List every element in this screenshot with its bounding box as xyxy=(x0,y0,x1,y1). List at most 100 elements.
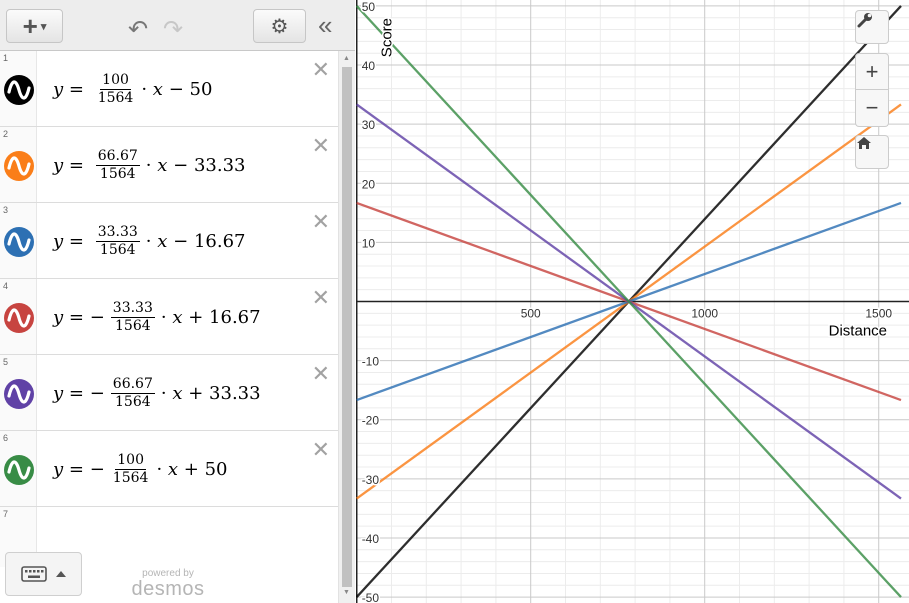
default-view-button[interactable] xyxy=(855,135,889,169)
wave-icon xyxy=(7,156,31,176)
expression-tab[interactable]: 5 xyxy=(0,355,37,430)
caret-up-icon xyxy=(55,571,66,577)
delete-expression-icon[interactable]: ✕ xyxy=(311,57,330,82)
expression-tab[interactable]: 4 xyxy=(0,279,37,354)
intercept-term: − 16.67 xyxy=(173,230,246,252)
equation-x: x xyxy=(157,230,168,252)
add-item-button[interactable]: + ▾ xyxy=(6,9,63,43)
expression-index: 6 xyxy=(3,433,9,443)
delete-expression-icon[interactable]: ✕ xyxy=(311,209,330,234)
equals-sign: = xyxy=(63,458,90,480)
y-tick-label: -50 xyxy=(362,591,380,603)
slope-sign: − xyxy=(89,382,105,404)
y-tick-label: 30 xyxy=(362,118,376,132)
multiply-dot: · xyxy=(145,154,158,176)
expression-row[interactable]: 5 y = −66.67 1564 · x + 33.33 ✕ xyxy=(0,355,338,431)
expression-input[interactable]: y = 100 1564 · x − 50 xyxy=(53,69,212,109)
settings-button[interactable]: ⚙ xyxy=(253,9,306,43)
expression-row[interactable]: 3 y = 33.33 1564 · x − 16.67 ✕ xyxy=(0,203,338,279)
fraction-numerator: 33.33 xyxy=(95,223,140,242)
fraction-denominator: 1564 xyxy=(99,241,136,258)
zoom-in-button[interactable]: + xyxy=(855,53,889,90)
expression-row[interactable]: 1 y = 100 1564 · x − 50 ✕ xyxy=(0,51,338,127)
equals-sign: = xyxy=(63,306,90,328)
expression-tab[interactable]: 1 xyxy=(0,51,37,126)
scrollbar-thumb[interactable] xyxy=(342,67,352,587)
expression-tab[interactable]: 6 xyxy=(0,431,37,506)
delete-expression-icon[interactable]: ✕ xyxy=(311,285,330,310)
graph-line-6 xyxy=(356,5,902,598)
graph-color-toggle[interactable] xyxy=(4,75,34,105)
delete-expression-icon[interactable]: ✕ xyxy=(311,437,330,462)
graph-color-toggle[interactable] xyxy=(4,227,34,257)
expression-index: 2 xyxy=(3,129,9,139)
graph-color-toggle[interactable] xyxy=(4,455,34,485)
fraction-numerator: 100 xyxy=(100,71,131,90)
scrollbar[interactable]: ▲ ▼ xyxy=(338,51,355,603)
expression-input[interactable]: y = 33.33 1564 · x − 16.67 xyxy=(53,221,245,261)
caret-down-icon: ▾ xyxy=(40,20,47,33)
expression-row[interactable]: 6 y = −100 1564 · x + 50 ✕ xyxy=(0,431,338,507)
expression-index: 5 xyxy=(3,357,9,367)
slope-fraction: 66.67 1564 xyxy=(110,376,155,411)
redo-icon[interactable]: ↷ xyxy=(163,16,184,43)
expression-row[interactable]: 4 y = −33.33 1564 · x + 16.67 ✕ xyxy=(0,279,338,355)
y-tick-label: -20 xyxy=(362,414,380,428)
delete-expression-icon[interactable]: ✕ xyxy=(311,133,330,158)
fraction-denominator: 1564 xyxy=(97,89,134,106)
undo-icon[interactable]: ↶ xyxy=(128,16,149,43)
equals-sign: = xyxy=(63,78,90,100)
equals-sign: = xyxy=(63,382,90,404)
intercept-term: + 33.33 xyxy=(188,382,261,404)
slope-fraction: 33.33 1564 xyxy=(110,300,155,335)
expression-input[interactable]: y = −100 1564 · x + 50 xyxy=(53,449,228,489)
fraction-numerator: 66.67 xyxy=(95,147,140,166)
expression-input[interactable]: y = −66.67 1564 · x + 33.33 xyxy=(53,373,261,413)
expression-input[interactable]: y = 66.67 1564 · x − 33.33 xyxy=(53,145,245,185)
slope-fraction: 100 1564 xyxy=(111,452,151,487)
expression-input[interactable]: y = −33.33 1564 · x + 16.67 xyxy=(53,297,261,337)
x-tick-label: 500 xyxy=(521,307,541,321)
zoom-out-button[interactable]: − xyxy=(855,90,889,127)
scroll-down-icon[interactable]: ▼ xyxy=(343,589,350,596)
equals-sign: = xyxy=(63,154,90,176)
delete-expression-icon[interactable]: ✕ xyxy=(311,361,330,386)
minus-icon: − xyxy=(865,95,879,120)
scroll-up-icon[interactable]: ▲ xyxy=(343,55,350,62)
intercept-term: + 16.67 xyxy=(188,306,261,328)
graph-canvas[interactable]: 500 1000 1500 50 40 30 20 10 -10 -20 -30 -40 -50 Dist… xyxy=(356,0,909,603)
expression-tab[interactable]: 3 xyxy=(0,203,37,278)
equation-y: y xyxy=(53,458,64,480)
powered-by-text: powered by xyxy=(142,568,194,579)
expression-index: 4 xyxy=(3,281,9,291)
fraction-denominator: 1564 xyxy=(112,469,149,486)
y-tick-label: 50 xyxy=(362,0,376,14)
y-tick-label: 40 xyxy=(362,59,376,73)
gear-icon: ⚙ xyxy=(270,15,289,38)
wave-icon xyxy=(7,80,31,100)
collapse-panel-icon[interactable]: « xyxy=(318,10,333,40)
expression-index: 7 xyxy=(3,509,9,519)
fraction-denominator: 1564 xyxy=(99,165,136,182)
slope-sign: − xyxy=(89,306,105,328)
equals-sign: = xyxy=(63,230,90,252)
expression-tab[interactable]: 2 xyxy=(0,127,37,202)
graph-color-toggle[interactable] xyxy=(4,151,34,181)
y-tick-label: -30 xyxy=(362,473,380,487)
desmos-logo[interactable]: desmos xyxy=(131,578,205,600)
keyboard-toggle-button[interactable] xyxy=(5,552,82,596)
fraction-numerator: 100 xyxy=(115,451,146,470)
expression-toolbar: + ▾ ↶ ↷ ⚙ « xyxy=(0,0,355,51)
expression-index: 1 xyxy=(3,53,9,63)
graph-color-toggle[interactable] xyxy=(4,379,34,409)
graph-color-toggle[interactable] xyxy=(4,303,34,333)
graph-settings-button[interactable] xyxy=(855,10,889,44)
plus-icon: + xyxy=(865,58,879,84)
graph-paper[interactable]: 500 1000 1500 50 40 30 20 10 -10 -20 -30 -40 -50 Dist… xyxy=(356,0,909,603)
wave-icon xyxy=(7,460,31,480)
y-tick-label: 20 xyxy=(362,177,376,191)
equation-x: x xyxy=(172,306,183,328)
wave-icon xyxy=(7,384,31,404)
